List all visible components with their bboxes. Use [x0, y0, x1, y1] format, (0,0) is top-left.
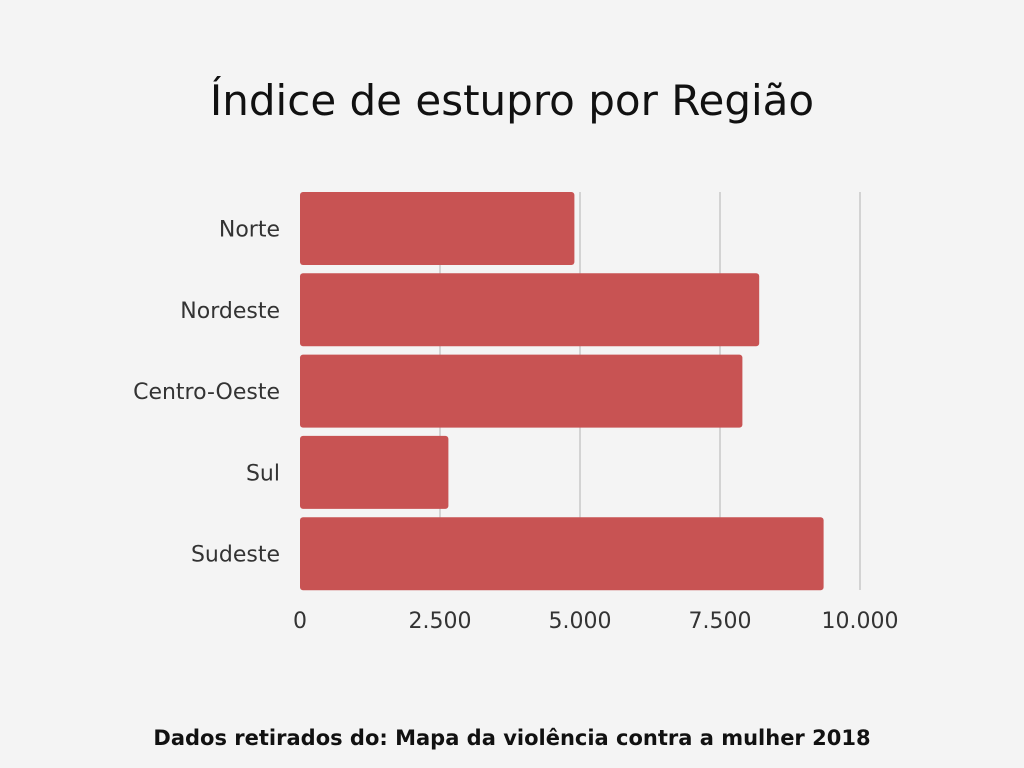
- x-tick-label: 0: [293, 609, 307, 634]
- chart-title: Índice de estupro por Região: [209, 76, 815, 125]
- x-tick-label: 5.000: [549, 609, 612, 634]
- category-label: Sudeste: [191, 543, 280, 568]
- x-tick-label: 2.500: [409, 609, 472, 634]
- bar-centro-oeste: [300, 354, 743, 428]
- category-label: Centro-Oeste: [133, 380, 280, 405]
- category-label: Norte: [219, 218, 280, 243]
- bar-sul: [300, 435, 449, 509]
- x-tick-label: 7.500: [689, 609, 752, 634]
- category-label: Nordeste: [180, 299, 280, 324]
- bars: [300, 192, 824, 591]
- bar-sudeste: [300, 517, 824, 591]
- bar-norte: [300, 192, 575, 265]
- x-axis-tick-labels: 0 2.500 5.000 7.500 10.000: [293, 609, 898, 634]
- bar-nordeste: [300, 273, 760, 347]
- source-note: Dados retirados do: Mapa da violência co…: [153, 726, 871, 750]
- category-labels: Norte Nordeste Centro-Oeste Sul Sudeste: [133, 218, 280, 568]
- category-label: Sul: [246, 461, 280, 486]
- x-tick-label: 10.000: [822, 609, 899, 634]
